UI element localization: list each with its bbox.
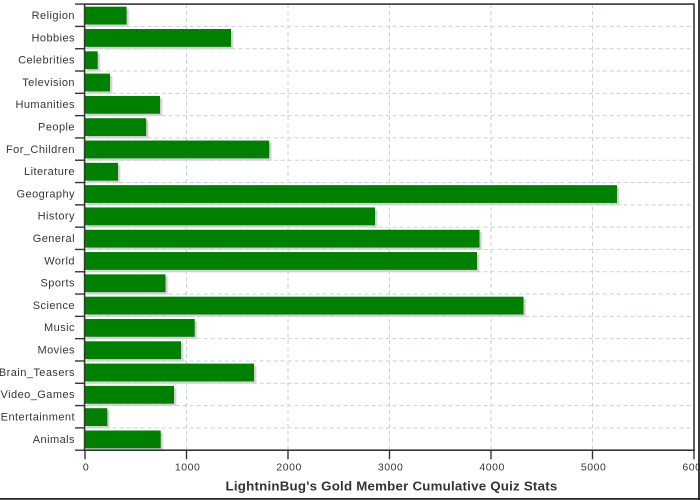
svg-text:3000: 3000 <box>378 462 404 474</box>
svg-text:Celebrities: Celebrities <box>18 55 75 67</box>
svg-text:1000: 1000 <box>175 462 201 474</box>
svg-text:Entertainment: Entertainment <box>1 411 75 423</box>
svg-text:Science: Science <box>33 300 75 312</box>
svg-text:Brain_Teasers: Brain_Teasers <box>0 367 75 379</box>
svg-text:Geography: Geography <box>17 188 76 200</box>
svg-text:4000: 4000 <box>479 462 505 474</box>
svg-text:History: History <box>38 211 75 223</box>
svg-text:Religion: Religion <box>32 10 75 22</box>
svg-text:5000: 5000 <box>581 462 607 474</box>
svg-text:People: People <box>38 121 75 133</box>
svg-text:Humanities: Humanities <box>15 99 75 111</box>
svg-text:Music: Music <box>44 322 75 334</box>
svg-text:0: 0 <box>83 462 89 474</box>
svg-text:World: World <box>44 255 75 267</box>
svg-text:Movies: Movies <box>37 345 75 357</box>
svg-text:2000: 2000 <box>276 462 302 474</box>
svg-text:Television: Television <box>22 77 75 89</box>
svg-text:6000: 6000 <box>682 462 700 474</box>
svg-text:Literature: Literature <box>24 166 75 178</box>
svg-text:General: General <box>33 233 75 245</box>
svg-text:Animals: Animals <box>33 434 75 446</box>
svg-text:Sports: Sports <box>41 278 76 290</box>
svg-text:For_Children: For_Children <box>6 144 75 156</box>
svg-text:Hobbies: Hobbies <box>31 32 75 44</box>
svg-text:LightninBug's Gold Member Cumu: LightninBug's Gold Member Cumulative Qui… <box>226 478 558 493</box>
svg-text:Video_Games: Video_Games <box>1 389 76 401</box>
